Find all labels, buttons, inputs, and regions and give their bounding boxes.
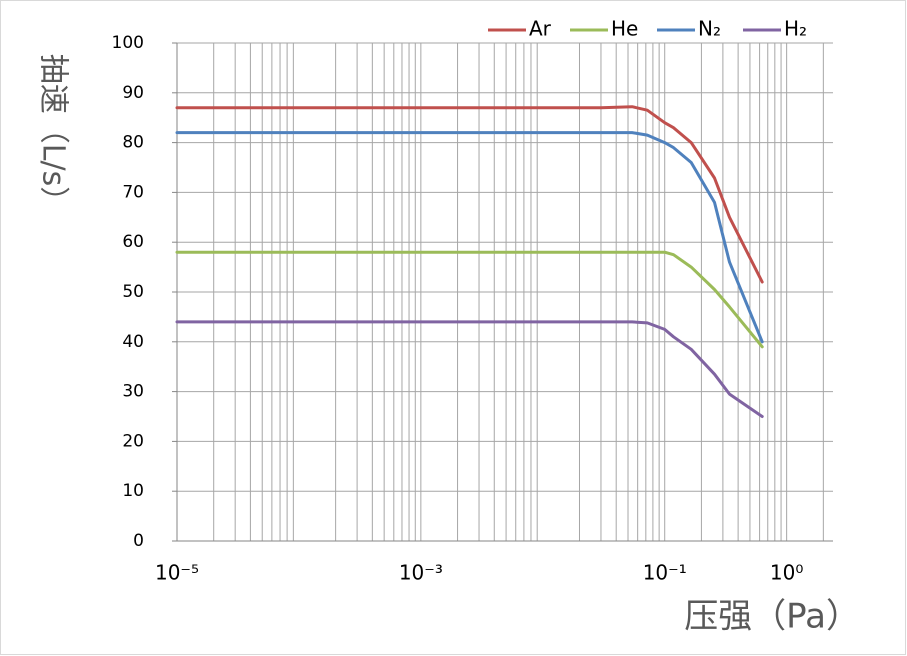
- y-tick-label: 60: [122, 232, 144, 252]
- y-tick-label: 40: [122, 332, 144, 352]
- legend-label: He: [611, 17, 638, 41]
- x-tick-label: 10⁻⁵: [155, 561, 199, 585]
- series-line: [175, 131, 764, 344]
- x-tick-label: 10⁻³: [399, 561, 443, 585]
- x-tick-label: 10⁻¹: [643, 561, 687, 585]
- series-line: [175, 320, 764, 418]
- y-tick-label: 50: [122, 282, 144, 302]
- x-axis-label: 压强（Pa）: [684, 597, 860, 637]
- legend-label: Ar: [529, 17, 552, 41]
- series-line: [175, 250, 764, 349]
- legend-label: H₂: [784, 17, 807, 41]
- y-tick-label: 90: [122, 83, 144, 103]
- y-tick-label: 0: [133, 531, 144, 551]
- y-tick-label: 80: [122, 133, 144, 153]
- series-line: [175, 105, 764, 284]
- legend-label: N₂: [698, 17, 721, 41]
- x-tick-label: 10⁰: [770, 561, 803, 585]
- y-tick-label: 20: [122, 431, 144, 451]
- y-tick-label: 100: [112, 33, 144, 53]
- y-tick-label: 10: [122, 481, 144, 501]
- y-tick-label: 30: [122, 382, 144, 402]
- y-axis-label: 抽速（L/s）: [36, 54, 71, 216]
- y-tick-label: 70: [122, 182, 144, 202]
